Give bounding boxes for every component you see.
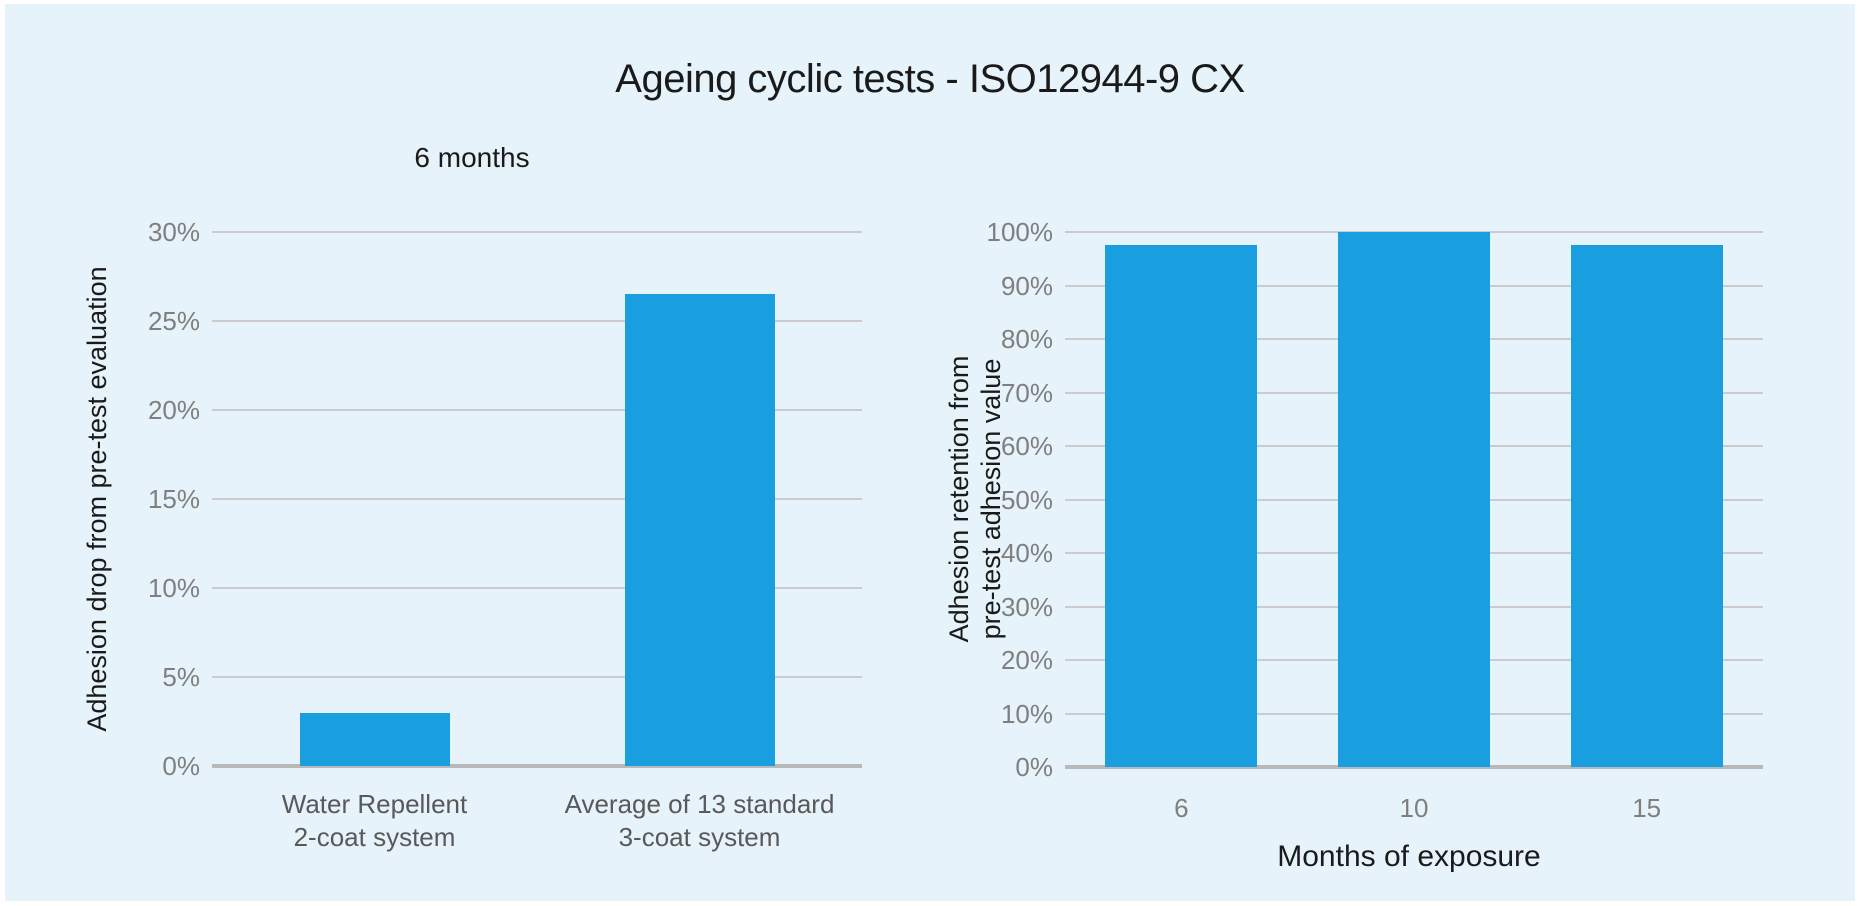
bar (1338, 232, 1490, 767)
gridline (212, 409, 862, 411)
y-tick-label: 5% (162, 662, 200, 692)
y-tick-label: 10% (147, 573, 200, 603)
category-label: Water Repellent 2-coat system (281, 789, 468, 852)
gridline (212, 587, 862, 589)
y-tick-label: 40% (1000, 538, 1053, 568)
category-label: 6 (1174, 793, 1189, 823)
gridline (212, 676, 862, 678)
y-tick-label: 20% (147, 395, 200, 425)
y-tick-label: 0% (1015, 752, 1053, 782)
bar (624, 294, 775, 766)
bar (1105, 245, 1258, 767)
gridline (212, 320, 862, 322)
y-tick-label: 50% (1000, 484, 1053, 515)
chart-panel: Ageing cyclic tests - ISO12944-9 CX 6 mo… (5, 4, 1855, 901)
gridline (212, 231, 862, 233)
bar (1570, 245, 1723, 767)
left-chart-subtitle: 6 months (414, 142, 530, 173)
x-axis-line (212, 764, 862, 768)
right-chart-x-axis-label: Months of exposure (1277, 840, 1541, 873)
page-title: Ageing cyclic tests - ISO12944-9 CX (615, 57, 1245, 101)
y-tick-label: 100% (986, 217, 1054, 247)
category-label: 15 (1632, 793, 1662, 823)
category-label: 10 (1399, 793, 1429, 823)
x-axis-line (1065, 765, 1763, 769)
y-tick-label: 25% (147, 306, 200, 336)
y-tick-label: 70% (1000, 377, 1053, 408)
y-tick-label: 90% (1000, 270, 1053, 301)
y-tick-label: 80% (1000, 324, 1053, 354)
y-tick-label: 20% (1000, 645, 1053, 675)
y-tick-label: 60% (1000, 431, 1053, 461)
gridline (212, 498, 862, 500)
bar (299, 712, 450, 766)
y-tick-label: 30% (147, 217, 200, 247)
y-tick-label: 15% (147, 484, 200, 514)
y-tick-label: 30% (1000, 591, 1053, 622)
category-label: Average of 13 standard 3-coat system (564, 789, 835, 852)
y-tick-label: 10% (1000, 698, 1053, 729)
y-tick-label: 0% (162, 751, 200, 781)
